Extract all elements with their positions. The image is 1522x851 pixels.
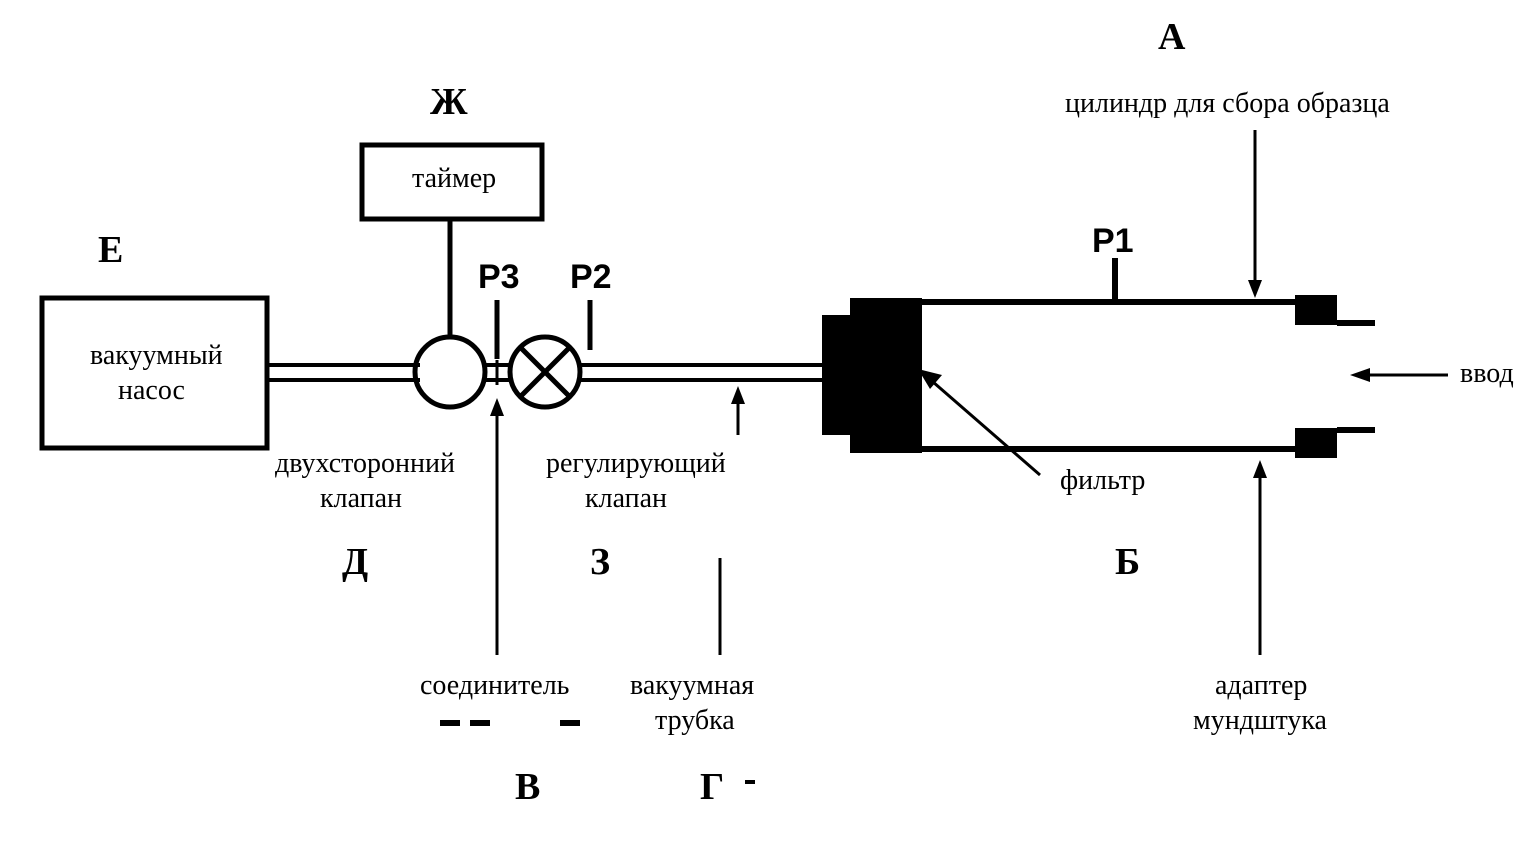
letter-d: Д — [342, 540, 368, 584]
vacuum-pump-label-2: насос — [118, 375, 185, 407]
dash-mark — [560, 720, 580, 726]
pressure-p3: P3 — [478, 258, 520, 297]
letter-g: Г — [700, 765, 724, 809]
two-way-valve-label-2: клапан — [320, 483, 402, 515]
reg-valve-label-2: клапан — [585, 483, 667, 515]
pressure-p2: P2 — [570, 258, 612, 297]
timer-label: таймер — [412, 163, 496, 195]
adapter-label-1: адаптер — [1215, 670, 1307, 702]
reg-valve-label-1: регулирующий — [546, 448, 726, 480]
adapter-bottom — [1295, 428, 1337, 458]
vacuum-pump-box — [42, 298, 267, 448]
filter-label: фильтр — [1060, 465, 1145, 497]
letter-a: А — [1158, 15, 1185, 59]
dash-mark — [470, 720, 490, 726]
dash-mark — [440, 720, 460, 726]
pressure-p1: P1 — [1092, 222, 1134, 261]
connector-label: соединитель — [420, 670, 569, 702]
two-way-valve-label-1: двухсторонний — [275, 448, 455, 480]
letter-zh: Ж — [430, 80, 468, 124]
cylinder-label: цилиндр для сбора образца — [1065, 88, 1390, 120]
letter-v: В — [515, 765, 540, 809]
vacuum-tube-label-2: трубка — [655, 705, 735, 737]
letter-e: Е — [98, 228, 123, 272]
vacuum-tube-label-1: вакуумная — [630, 670, 754, 702]
letter-z: З — [590, 540, 610, 584]
letter-b: Б — [1115, 540, 1140, 584]
adapter-label-2: мундштука — [1193, 705, 1327, 737]
input-label: ввод — [1460, 358, 1514, 390]
adapter-top — [1295, 295, 1337, 325]
vacuum-pump-label-1: вакуумный — [90, 340, 223, 372]
dash-mark — [745, 780, 755, 784]
two-way-valve — [415, 337, 485, 407]
filter-block — [850, 298, 922, 453]
